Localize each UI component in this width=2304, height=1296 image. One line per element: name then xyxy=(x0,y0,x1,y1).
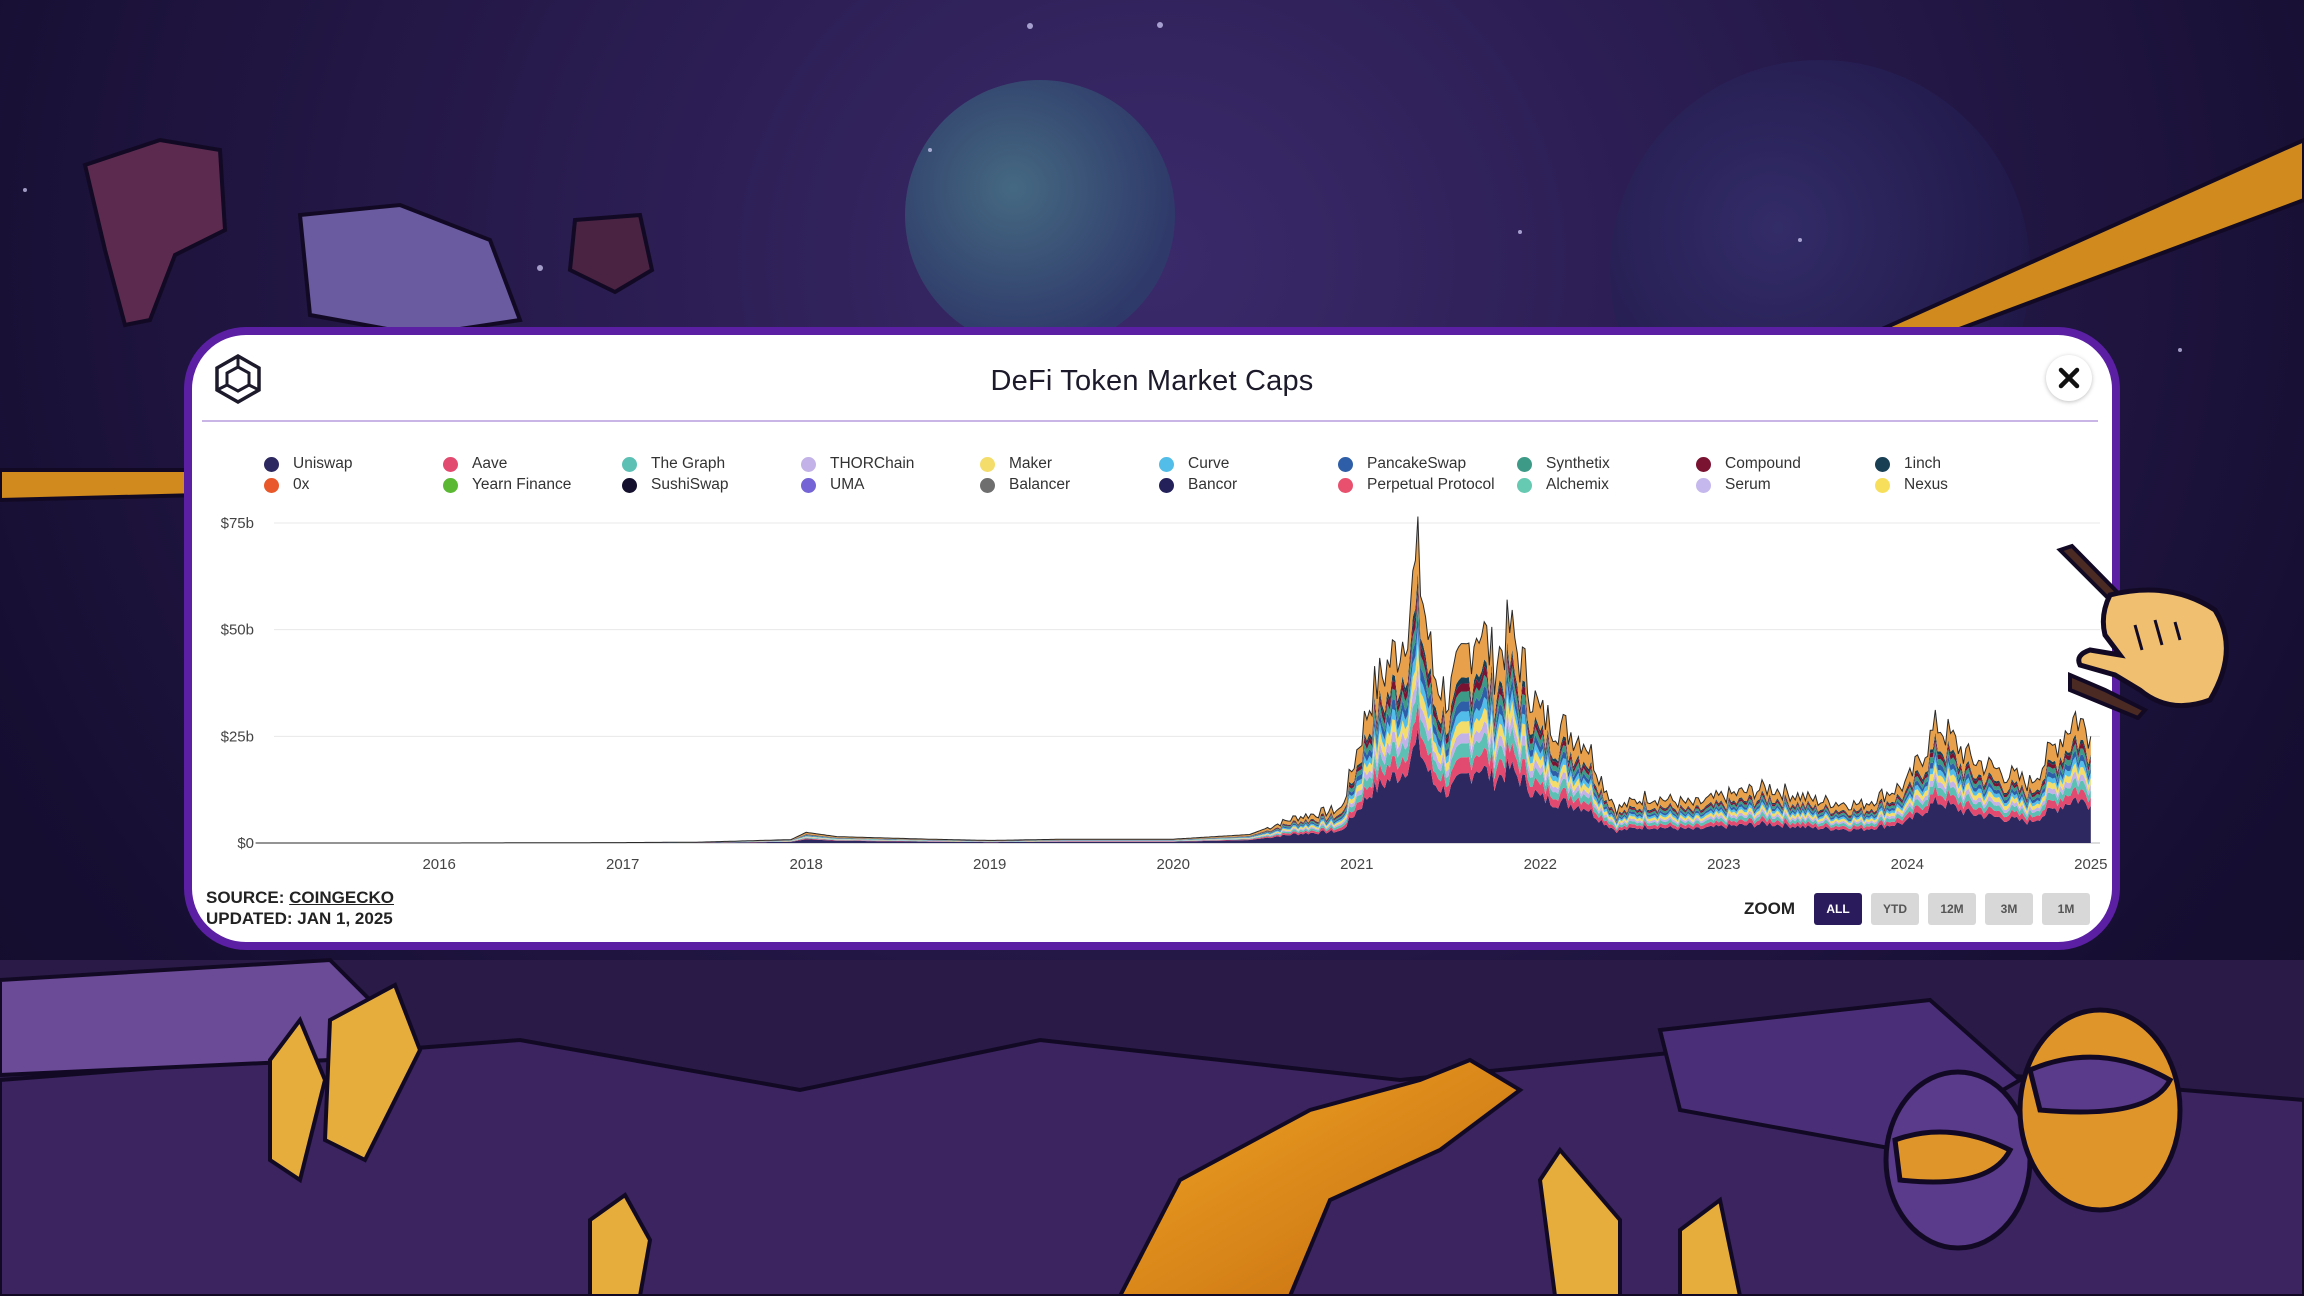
x-tick-label: 2020 xyxy=(1157,856,1190,873)
y-tick-label: $0 xyxy=(237,835,254,852)
x-tick-label: 2016 xyxy=(422,856,455,873)
legend-swatch xyxy=(1159,456,1174,472)
legend-label: 0x xyxy=(293,476,310,493)
legend-label: Alchemix xyxy=(1546,476,1609,493)
close-button[interactable] xyxy=(2046,355,2092,401)
legend-label: Synthetix xyxy=(1546,455,1610,472)
y-tick-label: $50b xyxy=(221,622,254,639)
source-note: SOURCE: COINGECKO UPDATED: JAN 1, 2025 xyxy=(206,887,394,929)
y-tick-label: $25b xyxy=(221,728,254,745)
legend-label: Nexus xyxy=(1904,476,1948,493)
legend-swatch xyxy=(1875,477,1890,493)
legend-item-sushiswap[interactable]: SushiSwap xyxy=(622,476,729,494)
legend-item-compound[interactable]: Compound xyxy=(1696,455,1801,473)
legend-swatch xyxy=(443,477,458,493)
legend-swatch xyxy=(443,456,458,472)
close-icon xyxy=(2058,367,2080,389)
chart-modal: DeFi Token Market Caps Uniswap 0x Aave Year… xyxy=(184,327,2120,950)
legend-item-curve[interactable]: Curve xyxy=(1159,455,1229,473)
zoom-1m-button[interactable]: 1M xyxy=(2042,893,2090,925)
legend-swatch xyxy=(980,477,995,493)
legend-label: UMA xyxy=(830,476,865,493)
zoom-3m-button[interactable]: 3M xyxy=(1985,893,2033,925)
source-label: SOURCE: xyxy=(206,888,285,907)
legend-item-maker[interactable]: Maker xyxy=(980,455,1052,473)
legend-item-0x[interactable]: 0x xyxy=(264,476,309,494)
legend-swatch xyxy=(801,456,816,472)
legend-label: THORChain xyxy=(830,455,915,472)
legend-label: The Graph xyxy=(651,455,726,472)
x-tick-label: 2025 xyxy=(2074,856,2107,873)
legend-item-thorchain[interactable]: THORChain xyxy=(801,455,914,473)
zoom-12m-button[interactable]: 12M xyxy=(1928,893,1976,925)
legend-label: Perpetual Protocol xyxy=(1367,476,1495,493)
legend-item-pancakeswap[interactable]: PancakeSwap xyxy=(1338,455,1466,473)
legend-swatch xyxy=(264,456,279,472)
legend-label: 1inch xyxy=(1904,455,1942,472)
x-tick-label: 2022 xyxy=(1524,856,1557,873)
legend-item-balancer[interactable]: Balancer xyxy=(980,476,1070,494)
legend-item-uniswap[interactable]: Uniswap xyxy=(264,455,352,473)
legend-item-bancor[interactable]: Bancor xyxy=(1159,476,1237,494)
legend-swatch xyxy=(1338,477,1353,493)
legend-swatch xyxy=(1517,477,1532,493)
x-tick-label: 2023 xyxy=(1707,856,1740,873)
x-tick-label: 2024 xyxy=(1891,856,1924,873)
zoom-label: ZOOM xyxy=(1744,899,1795,918)
legend-item-serum[interactable]: Serum xyxy=(1696,476,1771,494)
pointing-hand-icon xyxy=(2056,543,2229,720)
x-tick-label: 2017 xyxy=(606,856,639,873)
legend-swatch xyxy=(1338,456,1353,472)
title-divider xyxy=(202,420,2098,422)
legend-swatch xyxy=(1517,456,1532,472)
legend-label: Curve xyxy=(1188,455,1230,472)
legend-swatch xyxy=(264,477,279,493)
area-series-uniswap xyxy=(255,728,2091,843)
legend-swatch xyxy=(1696,477,1711,493)
area-series-others xyxy=(255,516,2091,843)
legend-label: Maker xyxy=(1009,455,1053,472)
x-tick-label: 2021 xyxy=(1340,856,1373,873)
zoom-ytd-button[interactable]: YTD xyxy=(1871,893,1919,925)
legend-label: SushiSwap xyxy=(651,476,729,493)
total-outline xyxy=(255,516,2092,844)
legend-label: PancakeSwap xyxy=(1367,455,1467,472)
legend-label: Serum xyxy=(1725,476,1771,493)
legend-swatch xyxy=(1875,456,1890,472)
stacked-area-chart: $0 $25b $50b $75b 2016 2017 2018 2019 2020 2021 20… xyxy=(221,515,2108,873)
legend-item-the-graph[interactable]: The Graph xyxy=(622,455,725,473)
zoom-controls: ZOOM ALL YTD 12M 3M 1M xyxy=(1744,893,2090,925)
legend-swatch xyxy=(622,456,637,472)
x-tick-label: 2018 xyxy=(790,856,823,873)
legend-item-alchemix[interactable]: Alchemix xyxy=(1517,476,1609,494)
x-tick-label: 2019 xyxy=(973,856,1006,873)
legend-label: Balancer xyxy=(1009,476,1071,493)
legend-swatch xyxy=(622,477,637,493)
legend-item-1inch[interactable]: 1inch xyxy=(1875,455,1941,473)
chart-title: DeFi Token Market Caps xyxy=(990,365,1314,397)
legend-item-perpetual-protocol[interactable]: Perpetual Protocol xyxy=(1338,476,1495,494)
legend-item-yearn-finance[interactable]: Yearn Finance xyxy=(443,476,571,494)
updated-date: UPDATED: JAN 1, 2025 xyxy=(206,909,393,928)
legend-label: Bancor xyxy=(1188,476,1238,493)
legend-label: Compound xyxy=(1725,455,1801,472)
legend-item-synthetix[interactable]: Synthetix xyxy=(1517,455,1610,473)
legend-label: Yearn Finance xyxy=(472,476,572,493)
legend-item-uma[interactable]: UMA xyxy=(801,476,864,494)
chart-legend: Uniswap 0x Aave Yearn Finance The Graph Sushi… xyxy=(264,455,2064,499)
legend-item-aave[interactable]: Aave xyxy=(443,455,507,473)
legend-label: Aave xyxy=(472,455,508,472)
zoom-all-button[interactable]: ALL xyxy=(1814,893,1862,925)
source-link[interactable]: COINGECKO xyxy=(289,888,394,907)
legend-item-nexus[interactable]: Nexus xyxy=(1875,476,1948,494)
planet-left xyxy=(905,80,1175,350)
hexagon-logo-icon xyxy=(215,353,261,405)
legend-label: Uniswap xyxy=(293,455,353,472)
legend-swatch xyxy=(980,456,995,472)
y-tick-label: $75b xyxy=(221,515,254,532)
legend-swatch xyxy=(1696,456,1711,472)
legend-swatch xyxy=(1159,477,1174,493)
legend-swatch xyxy=(801,477,816,493)
